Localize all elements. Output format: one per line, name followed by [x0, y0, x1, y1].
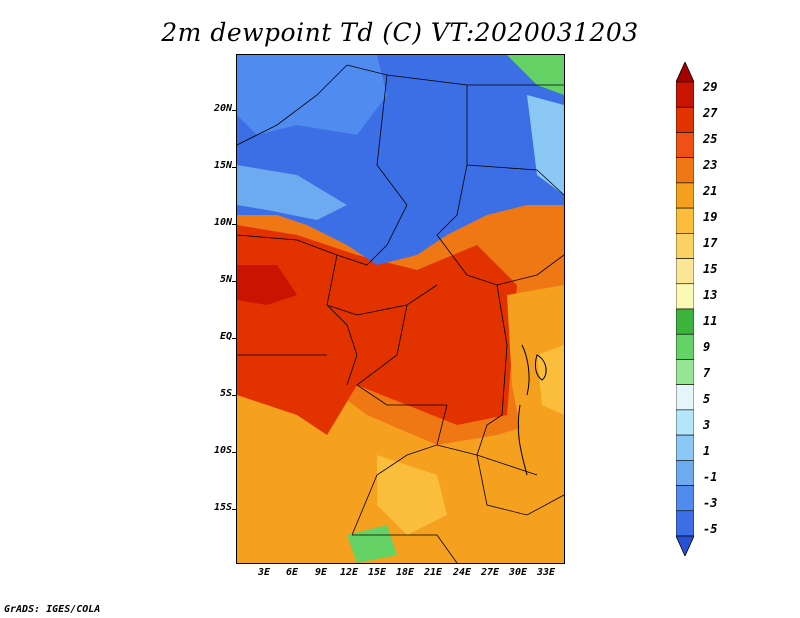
colorbar-label: 27	[703, 106, 718, 120]
lon-tick: 9E	[314, 567, 328, 578]
colorbar	[676, 62, 694, 556]
colorbar-segment	[676, 207, 694, 234]
field-tropics	[237, 225, 517, 435]
colorbar-label: 13	[703, 288, 718, 302]
field-south-light	[377, 455, 447, 535]
colorbar-segment	[676, 485, 694, 512]
colorbar-label: -3	[703, 496, 718, 510]
lat-tickmark	[232, 167, 236, 168]
colorbar-label: 3	[703, 418, 711, 432]
field-east	[507, 285, 564, 475]
lat-tickmark	[232, 110, 236, 111]
field-north-west	[237, 55, 387, 135]
colorbar-label: 9	[703, 340, 711, 354]
colorbar-segment	[676, 258, 694, 285]
colorbar-label: 17	[703, 236, 718, 250]
dewpoint-map	[236, 54, 565, 564]
lon-tick: 18E	[395, 567, 415, 578]
lon-tick: 30E	[508, 567, 528, 578]
colorbar-label: 15	[703, 262, 718, 276]
lat-tick: 10N	[213, 217, 232, 228]
lat-tick: 15S	[213, 502, 232, 513]
colorbar-label: 5	[703, 392, 711, 406]
lat-tick: 5S	[219, 388, 232, 399]
lon-tick: 15E	[367, 567, 387, 578]
lat-tickmark	[232, 224, 236, 225]
lat-tick: 15N	[213, 160, 232, 171]
lat-tick: 20N	[213, 103, 232, 114]
footer-credit: GrADS: IGES/COLA	[4, 604, 101, 615]
colorbar-segment	[676, 81, 694, 108]
plot-title: 2m dewpoint Td (C) VT:2020031203	[161, 18, 639, 47]
colorbar-label: 1	[703, 444, 711, 458]
lat-tick: 10S	[213, 445, 232, 456]
colorbar-segment	[676, 308, 694, 335]
colorbar-segment	[676, 233, 694, 259]
field-east-light	[537, 345, 564, 415]
colorbar-segment	[676, 434, 694, 461]
colorbar-label: 25	[703, 132, 718, 146]
colorbar-label: 7	[703, 366, 711, 380]
colorbar-segment	[676, 157, 694, 184]
lat-tick: EQ	[219, 331, 232, 342]
field-south-green	[347, 525, 397, 563]
colorbar-label: -1	[703, 470, 718, 484]
field-northeast	[527, 95, 564, 195]
lon-tick: 6E	[285, 567, 299, 578]
lat-tickmark	[232, 395, 236, 396]
colorbar-segment	[676, 460, 694, 486]
lon-tick: 3E	[257, 567, 271, 578]
field-sahel-transition	[237, 165, 347, 220]
map-canvas	[237, 55, 564, 563]
colorbar-segment	[676, 359, 694, 385]
lon-tick: 24E	[452, 567, 472, 578]
field-coast-max	[237, 265, 297, 305]
colorbar-segment	[676, 132, 694, 158]
lat-tickmark	[232, 338, 236, 339]
colorbar-top-arrow	[676, 62, 694, 83]
lon-tick: 12E	[339, 567, 359, 578]
colorbar-bottom-arrow	[676, 535, 694, 556]
lon-tick: 33E	[536, 567, 556, 578]
lat-tick: 5N	[219, 274, 232, 285]
lat-tickmark	[232, 281, 236, 282]
lat-tickmark	[232, 452, 236, 453]
colorbar-label: 11	[703, 314, 718, 328]
lon-tick: 27E	[480, 567, 500, 578]
country-borders	[237, 64, 564, 563]
colorbar-segment	[676, 283, 694, 310]
lon-tick: 21E	[423, 567, 443, 578]
colorbar-label: -5	[703, 522, 718, 536]
colorbar-segment	[676, 333, 694, 360]
colorbar-label: 21	[703, 184, 718, 198]
colorbar-segment	[676, 182, 694, 209]
colorbar-label: 29	[703, 80, 718, 94]
colorbar-segment	[676, 106, 694, 133]
colorbar-segment	[676, 510, 694, 537]
lakes	[517, 344, 547, 476]
colorbar-label: 19	[703, 210, 718, 224]
lat-tickmark	[232, 509, 236, 510]
colorbar-segment	[676, 409, 694, 436]
colorbar-segment	[676, 384, 694, 411]
colorbar-label: 23	[703, 158, 718, 172]
